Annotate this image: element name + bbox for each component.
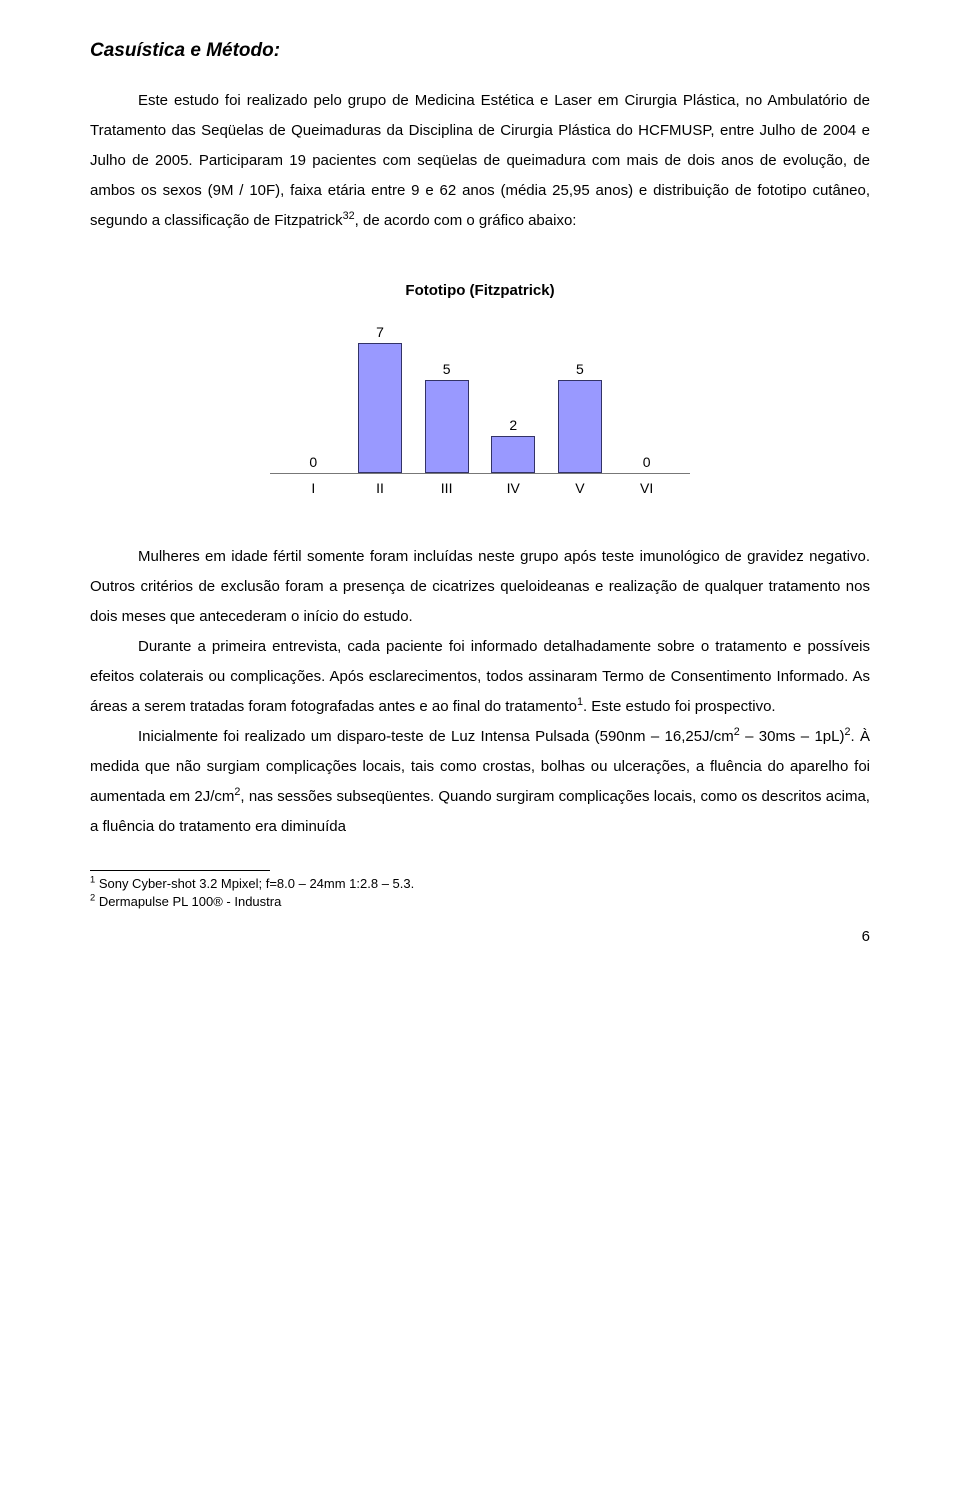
bar xyxy=(425,380,469,473)
bar xyxy=(491,436,535,473)
footnote-1: 1 Sony Cyber-shot 3.2 Mpixel; f=8.0 – 24… xyxy=(90,875,870,893)
bar-group: 7 xyxy=(353,324,407,473)
chart-plot-area: 0 7 5 2 5 0 xyxy=(270,313,690,473)
footnote-text: Sony Cyber-shot 3.2 Mpixel; f=8.0 – 24mm… xyxy=(95,876,414,891)
paragraph-1: Este estudo foi realizado pelo grupo de … xyxy=(90,86,870,236)
text: . Este estudo foi prospectivo. xyxy=(583,698,776,715)
bar-group: 2 xyxy=(486,417,540,473)
bar-group: 0 xyxy=(620,454,674,473)
footnote-text: Dermapulse PL 100® - Industra xyxy=(95,894,281,909)
chart-title: Fototipo (Fitzpatrick) xyxy=(270,282,690,299)
text: Este estudo foi realizado pelo grupo de … xyxy=(90,92,870,229)
page-number: 6 xyxy=(90,928,870,945)
x-axis-label: IV xyxy=(486,480,540,496)
x-axis-label: III xyxy=(420,480,474,496)
footnote-separator xyxy=(90,870,270,871)
bar-group: 0 xyxy=(286,454,340,473)
chart-x-axis: IIIIIIIVVVI xyxy=(270,473,690,496)
bar-value-label: 0 xyxy=(309,454,317,470)
x-axis-label: I xyxy=(286,480,340,496)
section-title: Casuística e Método: xyxy=(90,40,870,62)
fototipo-bar-chart: Fototipo (Fitzpatrick) 075250 IIIIIIIVVV… xyxy=(270,282,690,496)
paragraph-2: Mulheres em idade fértil somente foram i… xyxy=(90,542,870,632)
bar-value-label: 5 xyxy=(576,361,584,377)
paragraph-4: Inicialmente foi realizado um disparo-te… xyxy=(90,722,870,842)
x-axis-label: VI xyxy=(620,480,674,496)
chart-container: Fototipo (Fitzpatrick) 075250 IIIIIIIVVV… xyxy=(90,282,870,496)
bar xyxy=(558,380,602,473)
footnote-2: 2 Dermapulse PL 100® - Industra xyxy=(90,893,870,911)
bar-group: 5 xyxy=(420,361,474,473)
bar-group: 5 xyxy=(553,361,607,473)
text: , de acordo com o gráfico abaixo: xyxy=(355,212,577,229)
bar-value-label: 0 xyxy=(643,454,651,470)
text: Inicialmente foi realizado um disparo-te… xyxy=(138,728,734,745)
bar-value-label: 2 xyxy=(509,417,517,433)
bar-value-label: 7 xyxy=(376,324,384,340)
text: – 30ms – 1pL) xyxy=(740,728,845,745)
x-axis-label: V xyxy=(553,480,607,496)
superscript-ref: 32 xyxy=(343,210,355,222)
bar xyxy=(358,343,402,473)
bar-value-label: 5 xyxy=(443,361,451,377)
x-axis-label: II xyxy=(353,480,407,496)
paragraph-3: Durante a primeira entrevista, cada paci… xyxy=(90,632,870,722)
